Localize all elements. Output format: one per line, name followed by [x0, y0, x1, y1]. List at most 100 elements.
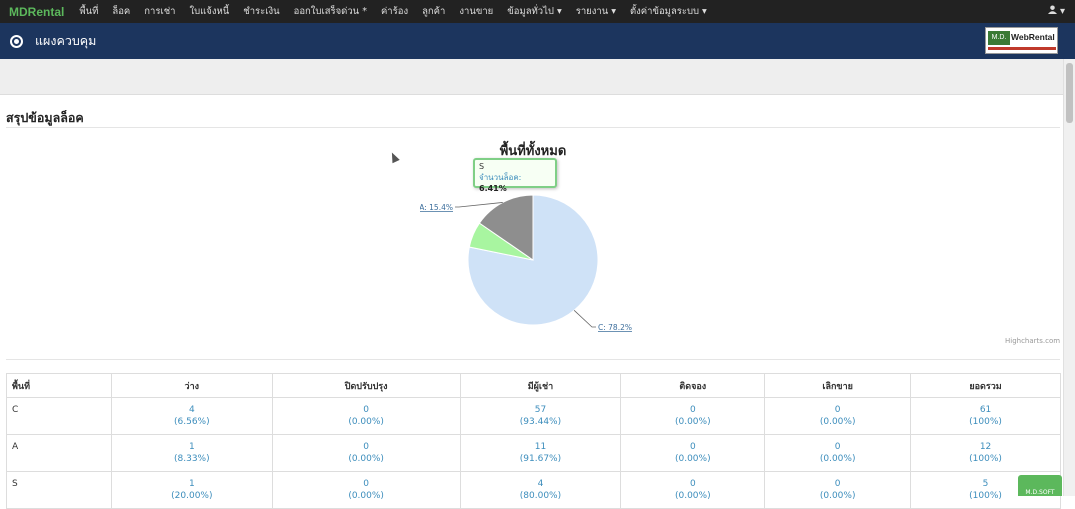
count-cell[interactable]: 4 (80.00%) — [459, 471, 622, 509]
nav-item-payment[interactable]: ชำระเงิน — [243, 6, 280, 17]
count-value[interactable]: 61 — [979, 405, 992, 415]
tooltip-value: 6.41% — [479, 184, 507, 193]
section-divider — [6, 127, 1060, 128]
count-cell[interactable]: 57 (93.44%) — [459, 397, 622, 435]
count-percent[interactable]: (20.00%) — [171, 491, 213, 501]
nav-item-general-data[interactable]: ข้อมูลทั่วไป ▾ — [507, 6, 562, 17]
count-percent[interactable]: (0.00%) — [348, 417, 384, 427]
count-percent[interactable]: (0.00%) — [674, 491, 711, 501]
chart-credit[interactable]: Highcharts.com — [1005, 337, 1061, 345]
col-header-vacant: ว่าง — [110, 373, 273, 398]
count-cell[interactable]: 0 (0.00%) — [764, 471, 912, 509]
count-percent[interactable]: (0.00%) — [819, 491, 856, 501]
nav-item-report[interactable]: รายงาน ▾ — [575, 6, 616, 17]
user-icon — [1047, 5, 1057, 14]
nav-item-lock[interactable]: ล็อค — [112, 6, 131, 17]
count-value[interactable]: 1 — [188, 479, 195, 489]
nav-item-area[interactable]: พื้นที่ — [79, 6, 99, 17]
chart-tooltip: S จำนวนล็อค: 6.41% — [473, 158, 557, 193]
count-percent[interactable]: (0.00%) — [819, 417, 856, 427]
count-cell[interactable]: 1 (20.00%) — [110, 471, 273, 509]
count-value[interactable]: 0 — [363, 405, 369, 415]
count-value[interactable]: 0 — [689, 479, 696, 489]
pie-slice-label[interactable]: A: 15.4% — [420, 203, 453, 212]
count-value[interactable]: 0 — [689, 405, 696, 415]
tooltip-label: จำนวนล็อค: — [479, 173, 522, 182]
user-menu-caret: ▾ — [1059, 6, 1065, 17]
count-cell[interactable]: 11 (91.67%) — [459, 434, 622, 472]
toolbar-band — [0, 59, 1063, 95]
count-value[interactable]: 11 — [534, 442, 547, 452]
user-menu[interactable]: ▾ — [1047, 5, 1065, 17]
area-cell: C — [6, 397, 112, 435]
scrollbar[interactable] — [1063, 59, 1075, 496]
count-value[interactable]: 0 — [363, 479, 369, 489]
count-cell[interactable]: 12 (100%) — [910, 434, 1061, 472]
nav-item-request[interactable]: ค่าร้อง — [380, 6, 409, 17]
count-value[interactable]: 0 — [834, 405, 841, 415]
nav-item-settings[interactable]: ตั้งค่าข้อมูลระบบ ▾ — [629, 6, 707, 17]
tooltip-series: S — [479, 162, 485, 171]
col-header-rented: มีผู้เช่า — [459, 373, 622, 398]
brand-link[interactable]: MDRental — [9, 4, 65, 19]
count-percent[interactable]: (100%) — [969, 417, 1002, 427]
pie-slice-label[interactable]: C: 78.2% — [598, 323, 632, 332]
nav-item-customer[interactable]: ลูกค้า — [422, 6, 446, 17]
nav-item-rental[interactable]: การเช่า — [144, 6, 176, 17]
count-value[interactable]: 4 — [537, 479, 544, 489]
table-row: S 1 (20.00%) 0 (0.00%) 4 (80.00%) 0 (0.00%) 0 (0.0… — [6, 471, 1061, 509]
count-cell[interactable]: 0 (0.00%) — [764, 397, 912, 435]
count-percent[interactable]: (0.00%) — [674, 454, 711, 464]
count-value[interactable]: 0 — [689, 442, 696, 452]
col-header-maintenance: ปิดปรับปรุง — [271, 373, 461, 398]
count-percent[interactable]: (0.00%) — [348, 454, 384, 464]
count-percent[interactable]: (6.56%) — [174, 417, 210, 427]
chart-title: พื้นที่ทั้งหมด — [499, 144, 567, 159]
col-header-discontinued: เลิกขาย — [764, 373, 912, 398]
col-header-total: ยอดรวม — [910, 373, 1061, 398]
count-percent[interactable]: (0.00%) — [674, 417, 711, 427]
area-cell: S — [6, 471, 112, 509]
count-cell[interactable]: 4 (6.56%) — [110, 397, 273, 435]
nav-item-quick-receipt[interactable]: ออกใบเสร็จด่วน * — [293, 6, 367, 17]
count-percent[interactable]: (0.00%) — [348, 491, 384, 501]
scrollbar-thumb[interactable] — [1066, 63, 1073, 123]
nav-item-sales[interactable]: งานขาย — [459, 6, 494, 17]
count-percent[interactable]: (100%) — [969, 454, 1002, 464]
count-cell[interactable]: 0 (0.00%) — [271, 397, 461, 435]
top-navbar: MDRental พื้นที่ ล็อค การเช่า ใบแจ้งหนี้… — [0, 0, 1075, 23]
count-value[interactable]: 1 — [188, 442, 195, 452]
count-percent[interactable]: (0.00%) — [819, 454, 856, 464]
pie-connector-line — [573, 310, 596, 328]
logo: M.D. WebRental — [985, 27, 1058, 54]
count-value[interactable]: 0 — [363, 442, 369, 452]
md-soft-badge[interactable]: M.D.SOFT — [1018, 475, 1062, 496]
count-cell[interactable]: 0 (0.00%) — [764, 434, 912, 472]
count-percent[interactable]: (8.33%) — [174, 454, 210, 464]
count-cell[interactable]: 0 (0.00%) — [271, 471, 461, 509]
page-title: แผงควบคุม — [35, 33, 97, 48]
count-cell[interactable]: 0 (0.00%) — [271, 434, 461, 472]
logo-underline — [988, 47, 1056, 50]
area-cell: A — [6, 434, 112, 472]
count-percent[interactable]: (80.00%) — [519, 491, 562, 501]
count-value[interactable]: 57 — [534, 405, 547, 415]
count-cell[interactable]: 0 (0.00%) — [620, 471, 766, 509]
count-cell[interactable]: 1 (8.33%) — [110, 434, 273, 472]
col-header-area: พื้นที่ — [6, 373, 112, 398]
count-value[interactable]: 4 — [188, 405, 195, 415]
count-cell[interactable]: 61 (100%) — [910, 397, 1061, 435]
pie-chart: C: 78.2% A: 15.4% — [420, 194, 632, 332]
col-header-reserved: ติดจอง — [620, 373, 766, 398]
count-value[interactable]: 0 — [834, 479, 841, 489]
section-title: สรุปข้อมูลล็อค — [6, 110, 84, 125]
count-value[interactable]: 0 — [834, 442, 841, 452]
count-value[interactable]: 12 — [979, 442, 992, 452]
count-cell[interactable]: 0 (0.00%) — [620, 434, 766, 472]
count-percent[interactable]: (91.67%) — [519, 454, 562, 464]
count-value[interactable]: 5 — [982, 479, 989, 489]
logo-text: WebRental — [1011, 32, 1055, 42]
nav-item-invoice[interactable]: ใบแจ้งหนี้ — [189, 6, 230, 17]
count-cell[interactable]: 0 (0.00%) — [620, 397, 766, 435]
count-percent[interactable]: (93.44%) — [519, 417, 562, 427]
